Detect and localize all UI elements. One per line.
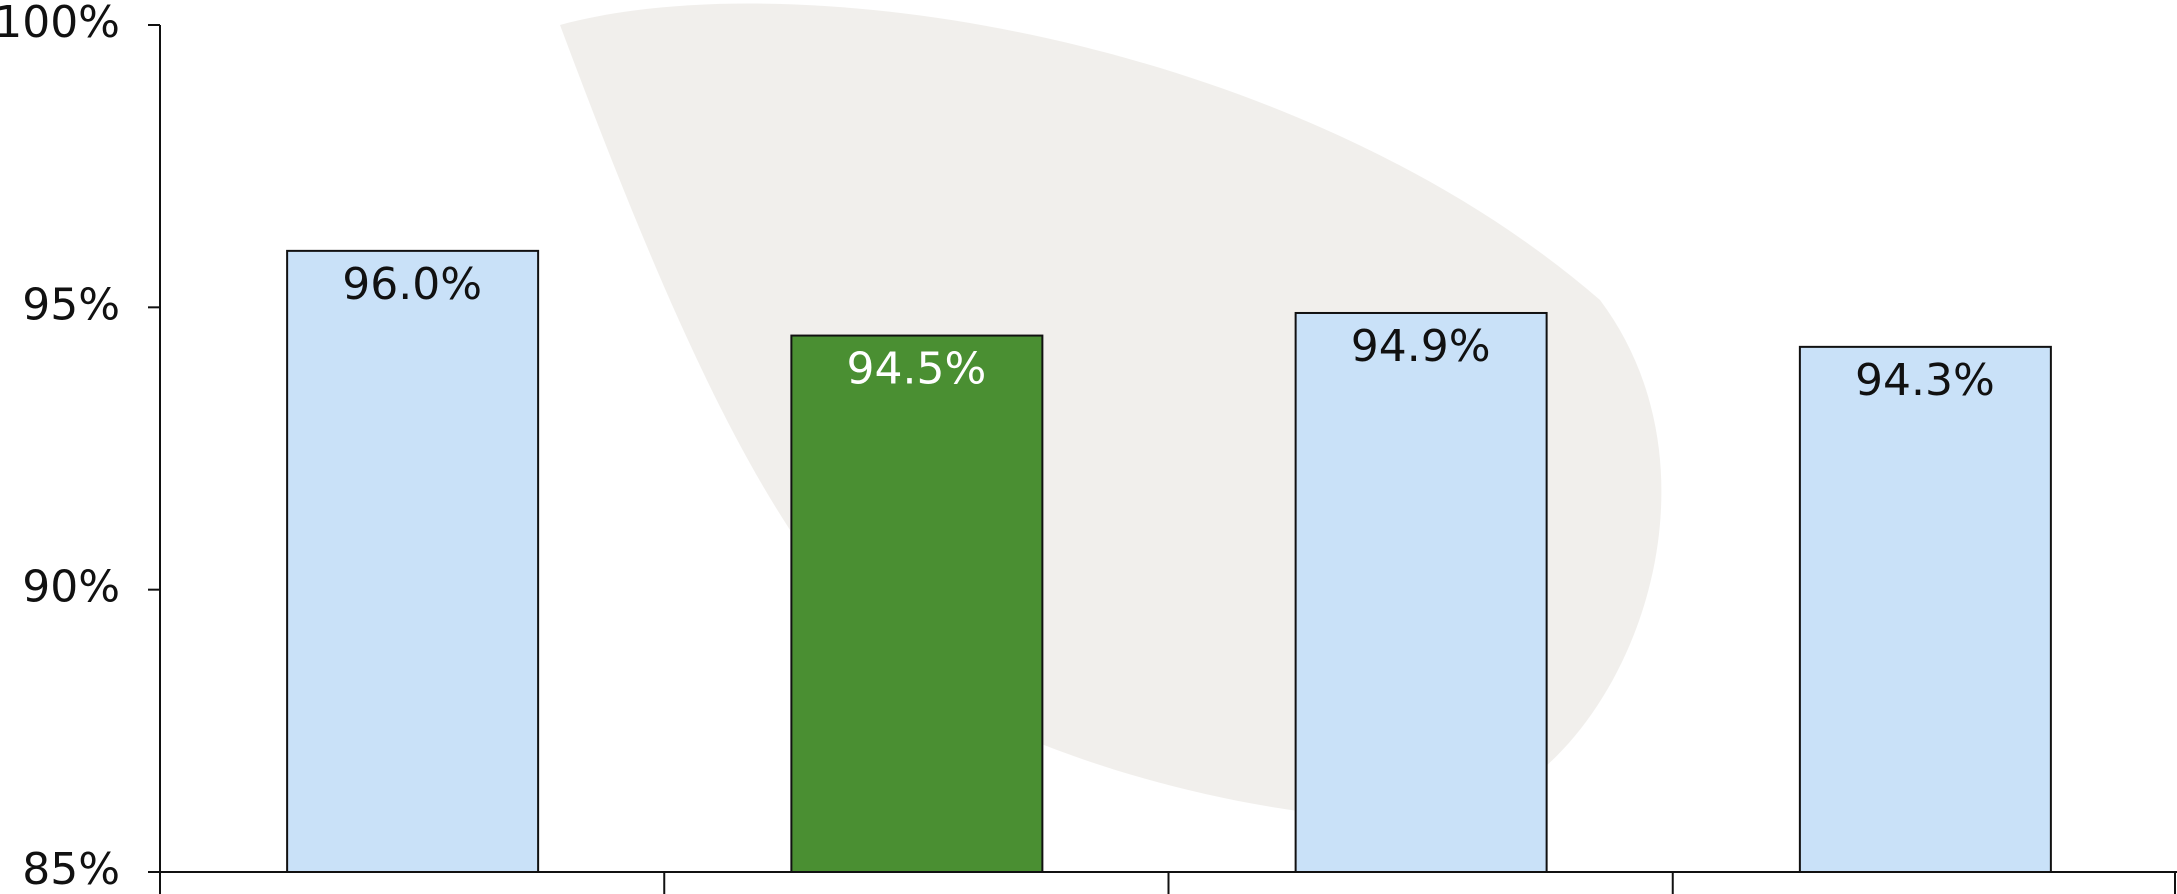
bar [791, 336, 1042, 872]
bar [287, 251, 538, 872]
y-tick-label: 100% [0, 0, 120, 48]
data-label: 96.0% [342, 259, 482, 310]
bar [1800, 347, 2051, 872]
data-label: 94.3% [1855, 355, 1995, 406]
page: 85%90%95%100%96.0%94.5%94.9%94.3% (() =>… [0, 0, 2177, 894]
y-tick-label: 90% [22, 562, 120, 613]
y-tick-label: 85% [22, 844, 120, 894]
bar [1296, 313, 1547, 872]
chart: 85% 90% 95% 100% 96.0% 94.5% 94.9% 94.3% [0, 0, 2177, 894]
data-label: 94.9% [1351, 321, 1491, 372]
y-tick-label: 95% [22, 279, 120, 330]
data-label: 94.5% [846, 344, 986, 395]
